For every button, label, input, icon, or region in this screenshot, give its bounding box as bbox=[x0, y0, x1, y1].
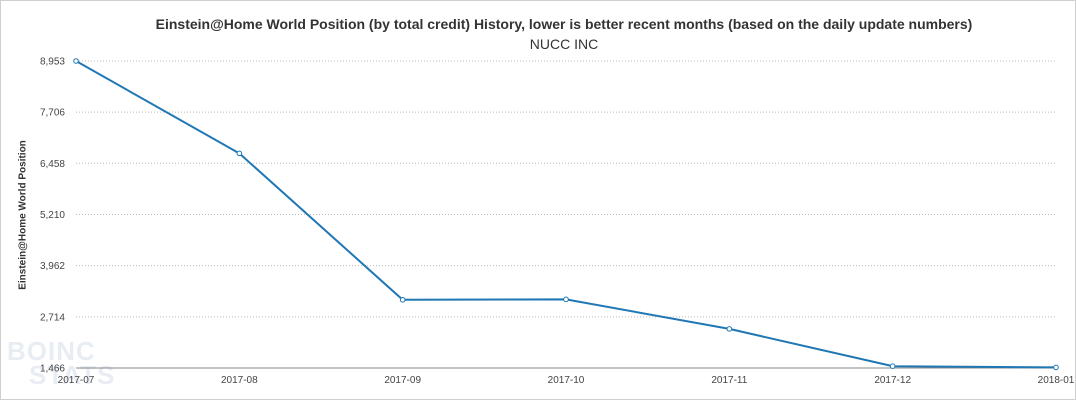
y-tick-label: 5,210 bbox=[40, 210, 65, 221]
data-point bbox=[1053, 364, 1059, 371]
data-point bbox=[236, 150, 243, 157]
data-point bbox=[399, 296, 406, 303]
y-tick-label: 3,962 bbox=[40, 261, 65, 272]
x-tick-label: 2017-10 bbox=[548, 375, 585, 386]
data-point bbox=[889, 363, 896, 369]
x-tick-label: 2018-01 bbox=[1038, 375, 1075, 386]
x-tick-label: 2017-08 bbox=[221, 375, 258, 386]
chart-title: Einstein@Home World Position (by total c… bbox=[155, 16, 973, 32]
y-tick-label: 1,466 bbox=[40, 364, 65, 375]
x-tick-label: 2017-07 bbox=[58, 375, 95, 386]
watermark-line2: STATS bbox=[29, 360, 116, 390]
x-tick-label: 2017-12 bbox=[874, 375, 911, 386]
data-point bbox=[563, 296, 569, 303]
y-tick-label: 6,458 bbox=[40, 159, 65, 170]
x-tick-label: 2017-09 bbox=[384, 375, 421, 386]
y-tick-label: 2,714 bbox=[40, 312, 65, 323]
data-point bbox=[726, 326, 733, 332]
boincstats-watermark-logo: BOINC STATS bbox=[7, 336, 116, 390]
y-tick-label: 7,706 bbox=[40, 108, 65, 119]
y-tick-label: 8,953 bbox=[40, 57, 65, 68]
data-point bbox=[73, 58, 79, 64]
watermark-line1: BOINC bbox=[7, 336, 96, 366]
chart-subtitle: NUCC INC bbox=[529, 36, 599, 52]
x-tick-label: 2017-11 bbox=[711, 375, 747, 386]
